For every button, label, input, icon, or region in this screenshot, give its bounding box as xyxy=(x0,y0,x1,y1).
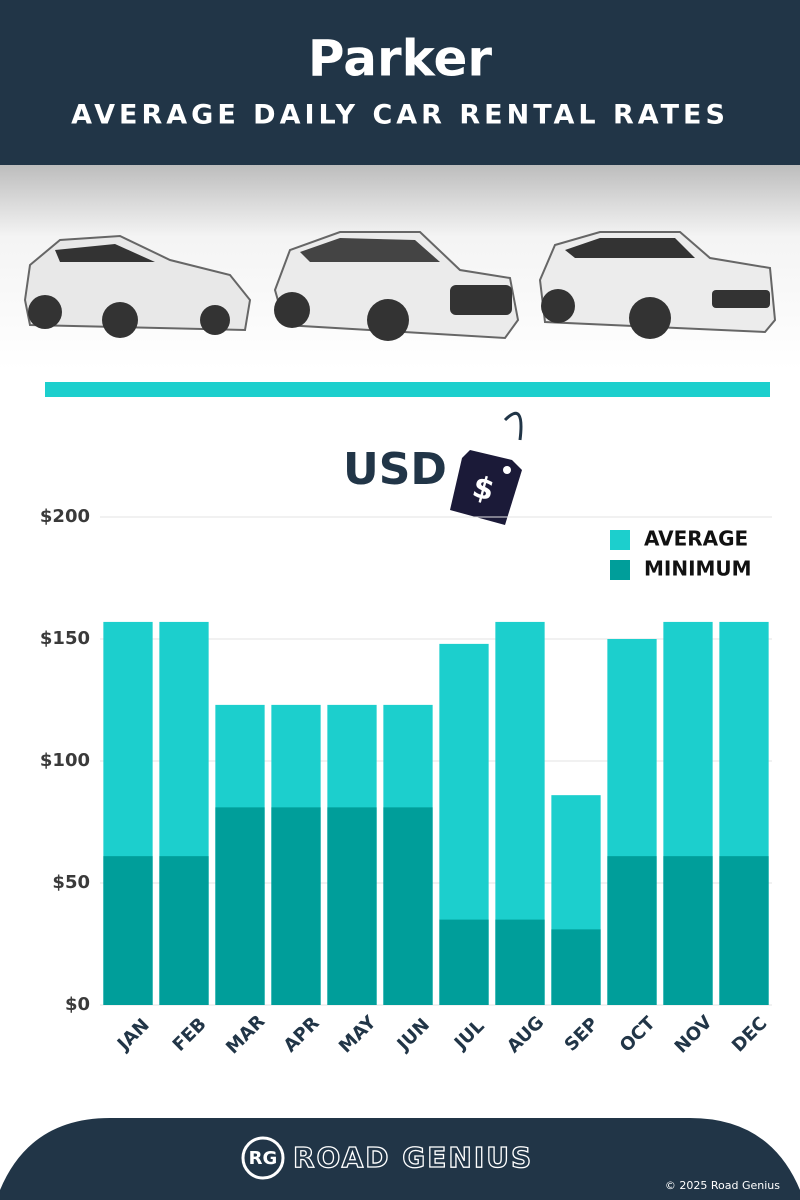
bar xyxy=(495,919,545,1005)
bar xyxy=(159,856,209,1005)
y-tick-label: $150 xyxy=(40,628,90,649)
legend-swatch xyxy=(610,530,630,550)
footer xyxy=(0,1118,800,1200)
legend-swatch xyxy=(610,560,630,580)
bar xyxy=(719,856,769,1005)
divider xyxy=(45,382,770,397)
copyright: © 2025 Road Genius xyxy=(665,1179,780,1192)
bar xyxy=(551,929,601,1005)
bar xyxy=(327,807,377,1005)
bar xyxy=(439,919,489,1005)
price-tag: $ xyxy=(450,411,523,525)
y-tick-label: $100 xyxy=(40,750,90,771)
logo: RG xyxy=(249,1148,278,1169)
brand: ROAD GENIUS xyxy=(293,1141,533,1174)
y-tick-label: $50 xyxy=(52,872,90,893)
bar xyxy=(215,807,265,1005)
header xyxy=(0,0,800,165)
bar xyxy=(271,807,321,1005)
car-hatchback xyxy=(23,234,252,338)
car-suv xyxy=(273,231,520,341)
title: Parker xyxy=(308,30,493,88)
subtitle: AVERAGE DAILY CAR RENTAL RATES xyxy=(71,100,729,131)
y-tick-label: $200 xyxy=(40,506,90,527)
legend-label: AVERAGE xyxy=(644,527,748,551)
bar xyxy=(103,856,153,1005)
logo-badge xyxy=(241,1136,285,1180)
currency-label: USD xyxy=(343,444,447,495)
legend-label: MINIMUM xyxy=(644,557,752,581)
car-range-rover xyxy=(538,231,777,339)
bar xyxy=(607,856,657,1005)
bar xyxy=(663,856,713,1005)
y-tick-label: $0 xyxy=(65,994,90,1015)
bar xyxy=(383,807,433,1005)
